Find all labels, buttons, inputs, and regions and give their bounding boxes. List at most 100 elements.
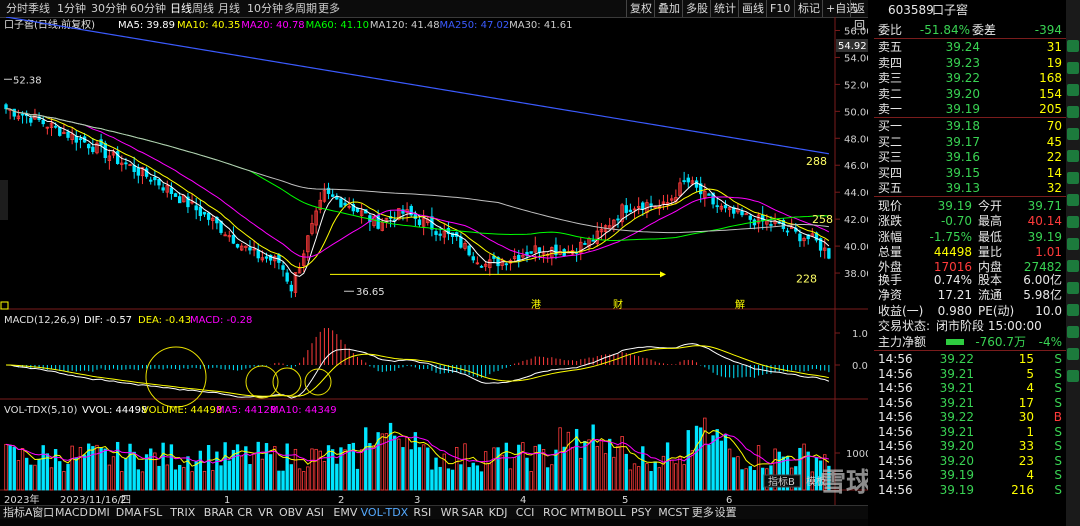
volume-bar bbox=[603, 453, 608, 491]
volume-bar bbox=[393, 435, 397, 491]
candle-body bbox=[289, 284, 293, 292]
period-tab-3[interactable]: 30分钟 bbox=[91, 2, 127, 15]
volume-bar bbox=[322, 461, 327, 491]
x-axis-label-3: 1 bbox=[224, 495, 230, 505]
indicator-tab-1[interactable]: 窗口 bbox=[32, 506, 55, 519]
period-tab-4[interactable]: 60分钟 bbox=[130, 2, 166, 15]
candle-body bbox=[252, 248, 256, 251]
indicator-tab-13[interactable]: VOL-TDX bbox=[360, 506, 409, 519]
period-tab-6[interactable]: 周线 bbox=[192, 2, 214, 15]
volume-bar bbox=[202, 470, 207, 491]
tool-icon[interactable] bbox=[1067, 238, 1079, 250]
indicator-tab-20[interactable]: MTM bbox=[570, 506, 596, 519]
price-top-label: 54.92 bbox=[838, 41, 867, 52]
tool-icon[interactable] bbox=[1067, 128, 1079, 140]
indicator-tab-10[interactable]: OBV bbox=[279, 506, 303, 519]
tool-icon[interactable] bbox=[1067, 106, 1079, 118]
candle-body bbox=[16, 115, 21, 120]
volume-bar bbox=[628, 469, 633, 491]
period-tab-7[interactable]: 月线 bbox=[218, 2, 240, 15]
candle-body bbox=[95, 142, 99, 154]
volume-bar bbox=[446, 468, 451, 491]
tool-button-3[interactable]: 统计 bbox=[710, 0, 739, 17]
tool-button-6[interactable]: 标记 bbox=[794, 0, 823, 17]
indicator-tab-5[interactable]: FSL bbox=[143, 506, 163, 519]
indicator-tab-11[interactable]: ASI bbox=[306, 506, 324, 519]
candle-body bbox=[343, 202, 347, 206]
tool-icon[interactable] bbox=[1067, 40, 1079, 52]
tool-icon[interactable] bbox=[1067, 172, 1079, 184]
period-tab-9[interactable]: 多周期 bbox=[284, 2, 317, 15]
ask-row-2: 卖三 39.22 168 bbox=[874, 70, 1066, 86]
indicator-tab-24[interactable]: 更多 bbox=[691, 506, 714, 519]
candle-body bbox=[463, 242, 467, 249]
indicator-tab-4[interactable]: DMA bbox=[115, 506, 142, 519]
volume-bar bbox=[177, 464, 182, 491]
volume-bar bbox=[335, 463, 339, 491]
tool-button-1[interactable]: 叠加 bbox=[654, 0, 683, 17]
ask-label: 卖五 bbox=[878, 40, 903, 54]
tool-button-2[interactable]: 多股 bbox=[682, 0, 711, 17]
indicator-tab-22[interactable]: PSY bbox=[631, 506, 652, 519]
stat2-value: 5.98亿 bbox=[1023, 288, 1062, 303]
candle-body bbox=[248, 247, 252, 251]
indicator-tab-6[interactable]: TRIX bbox=[170, 506, 196, 519]
period-tab-0[interactable]: 分时 bbox=[6, 2, 28, 15]
indicator-tab-0[interactable]: 指标A bbox=[3, 506, 33, 519]
low-label: 36.65 bbox=[356, 287, 385, 298]
indicator-tab-12[interactable]: EMV bbox=[333, 506, 358, 519]
tool-button-0[interactable]: 复权 bbox=[626, 0, 655, 17]
stat-label: 现价 bbox=[878, 199, 903, 213]
indicator-tab-15[interactable]: WR bbox=[440, 506, 460, 519]
indicator-tab-3[interactable]: DMI bbox=[88, 506, 110, 519]
indicator-tab-19[interactable]: ROC bbox=[543, 506, 567, 519]
candle-body bbox=[87, 144, 91, 149]
indicator-tab-25[interactable]: 设置 bbox=[714, 506, 737, 519]
indicator-tab-8[interactable]: CR bbox=[237, 506, 253, 519]
tool-button-8[interactable]: 返回 bbox=[850, 0, 868, 32]
tool-icon[interactable] bbox=[1067, 62, 1079, 74]
kline-chart[interactable]: 口子窖(日线,前复权) MA5: 39.89 MA10: 40.35 MA20: 40… bbox=[0, 17, 868, 505]
tool-icon[interactable] bbox=[1067, 282, 1079, 294]
candle-body bbox=[128, 164, 132, 166]
tool-button-5[interactable]: F10 bbox=[766, 0, 793, 17]
indicator-tab-2[interactable]: MACD bbox=[55, 506, 88, 519]
indicator-tab-21[interactable]: BOLL bbox=[597, 506, 626, 519]
period-tab-10[interactable]: 更多 bbox=[318, 2, 340, 15]
period-tab-2[interactable]: 1分钟 bbox=[57, 2, 86, 15]
candle-body bbox=[132, 165, 136, 172]
price-tick-label: 56.00 bbox=[844, 26, 868, 37]
volume-bar bbox=[670, 459, 674, 491]
volume-bar bbox=[450, 469, 455, 491]
tool-icon[interactable] bbox=[1067, 150, 1079, 162]
period-tab-5[interactable]: 日线 bbox=[170, 2, 192, 15]
tool-button-7[interactable]: +自选 bbox=[822, 0, 860, 17]
stat2-value: 0.980 bbox=[937, 303, 972, 318]
price-tick-label: 50.00 bbox=[844, 107, 868, 118]
period-tab-1[interactable]: 季线 bbox=[28, 2, 50, 15]
indicator-tab-17[interactable]: KDJ bbox=[488, 506, 508, 519]
tool-icon[interactable] bbox=[1067, 326, 1079, 338]
candle-body bbox=[595, 230, 599, 244]
tool-icon[interactable] bbox=[1067, 370, 1079, 382]
indicator-tab-7[interactable]: BRAR bbox=[203, 506, 234, 519]
tool-icon[interactable] bbox=[1067, 304, 1079, 316]
tool-button-4[interactable]: 画线 bbox=[738, 0, 767, 17]
volume-bar bbox=[306, 466, 310, 491]
period-tab-8[interactable]: 10分钟 bbox=[247, 2, 283, 15]
indicator-tab-14[interactable]: RSI bbox=[413, 506, 432, 519]
candle-body bbox=[471, 256, 475, 261]
candle-body bbox=[818, 238, 823, 251]
tool-icon[interactable] bbox=[1067, 348, 1079, 360]
indicator-tab-18[interactable]: CCI bbox=[515, 506, 535, 519]
tool-icon[interactable] bbox=[1067, 260, 1079, 272]
volume-bar bbox=[442, 453, 446, 491]
tool-icon[interactable] bbox=[1067, 194, 1079, 206]
indicator-tab-23[interactable]: MCST bbox=[658, 506, 690, 519]
left-collapse-handle[interactable] bbox=[0, 180, 8, 220]
tool-icon[interactable] bbox=[1067, 84, 1079, 96]
indicator-tab-9[interactable]: VR bbox=[258, 506, 274, 519]
indicator-tab-16[interactable]: SAR bbox=[461, 506, 484, 519]
tool-icon[interactable] bbox=[1067, 216, 1079, 228]
tick-vol: 17 bbox=[1018, 395, 1034, 410]
